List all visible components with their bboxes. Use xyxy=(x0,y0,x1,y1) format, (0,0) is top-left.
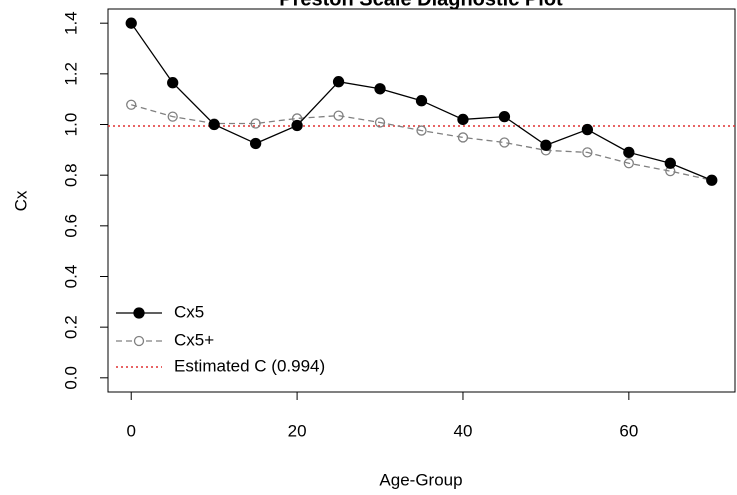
y-tick-label: 0.4 xyxy=(61,265,80,289)
point xyxy=(332,76,345,88)
legend-label: Cx5+ xyxy=(174,330,214,349)
point xyxy=(249,137,262,150)
point xyxy=(582,147,593,158)
y-tick-label: 1.2 xyxy=(61,62,80,86)
point xyxy=(374,117,386,128)
point xyxy=(623,158,634,169)
y-axis-label: Cx xyxy=(11,190,30,211)
point xyxy=(581,123,594,136)
point xyxy=(167,77,179,89)
plot-box xyxy=(107,8,736,393)
point xyxy=(167,111,178,122)
legend-marker xyxy=(133,307,145,319)
point xyxy=(498,111,511,123)
point xyxy=(664,157,676,169)
x-tick-label: 40 xyxy=(454,421,473,440)
point xyxy=(333,110,344,121)
point xyxy=(457,132,469,143)
point xyxy=(208,118,220,131)
legend-label: Cx5 xyxy=(174,302,204,321)
series-line xyxy=(131,104,712,181)
x-tick-label: 0 xyxy=(126,421,135,440)
point xyxy=(540,139,552,151)
point xyxy=(126,99,137,110)
x-axis-label: Age-Group xyxy=(379,470,462,489)
point xyxy=(415,95,428,107)
y-tick-label: 0.2 xyxy=(61,315,80,339)
legend-marker xyxy=(133,335,145,347)
y-tick-label: 1.0 xyxy=(61,113,80,137)
point xyxy=(125,17,137,29)
y-tick-label: 0.8 xyxy=(61,163,80,187)
point xyxy=(623,146,635,159)
chart-title: Preston Scale Diagnostic Plot xyxy=(279,0,563,10)
point xyxy=(457,113,469,126)
x-tick-label: 20 xyxy=(288,421,307,440)
point xyxy=(291,119,303,132)
y-tick-label: 0.0 xyxy=(61,366,80,390)
point xyxy=(706,174,718,186)
point xyxy=(499,137,510,148)
point xyxy=(250,118,261,129)
x-tick-label: 60 xyxy=(619,421,638,440)
legend-label: Estimated C (0.994) xyxy=(174,356,325,375)
y-tick-label: 1.4 xyxy=(61,11,80,35)
point xyxy=(416,125,427,136)
y-tick-label: 0.6 xyxy=(61,214,80,238)
point xyxy=(374,83,386,95)
